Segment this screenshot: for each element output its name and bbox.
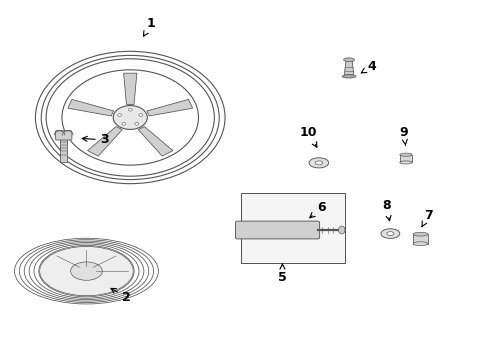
- Polygon shape: [399, 155, 411, 162]
- Ellipse shape: [139, 114, 142, 117]
- Polygon shape: [68, 99, 113, 116]
- Ellipse shape: [412, 242, 427, 246]
- Bar: [240, 193, 345, 263]
- Ellipse shape: [122, 122, 125, 125]
- Polygon shape: [60, 139, 67, 162]
- Ellipse shape: [342, 75, 355, 78]
- Text: 5: 5: [278, 264, 286, 284]
- Ellipse shape: [399, 153, 411, 156]
- Text: 9: 9: [399, 126, 407, 145]
- Ellipse shape: [308, 158, 328, 168]
- Text: 4: 4: [361, 60, 375, 73]
- Ellipse shape: [380, 229, 399, 238]
- Ellipse shape: [135, 122, 139, 125]
- Text: 7: 7: [421, 208, 432, 227]
- Polygon shape: [146, 99, 192, 116]
- Ellipse shape: [40, 247, 133, 296]
- Ellipse shape: [338, 226, 344, 234]
- Ellipse shape: [118, 114, 122, 117]
- Polygon shape: [87, 126, 122, 156]
- Text: 8: 8: [382, 199, 390, 221]
- Ellipse shape: [343, 58, 354, 62]
- Polygon shape: [412, 234, 427, 244]
- Ellipse shape: [399, 161, 411, 164]
- Ellipse shape: [315, 161, 322, 165]
- Text: 1: 1: [143, 17, 155, 36]
- Text: 10: 10: [299, 126, 317, 147]
- Text: 2: 2: [111, 288, 131, 304]
- FancyBboxPatch shape: [235, 221, 319, 239]
- Polygon shape: [344, 60, 353, 76]
- Ellipse shape: [412, 232, 427, 236]
- Ellipse shape: [386, 232, 393, 235]
- Ellipse shape: [113, 105, 147, 129]
- Text: 6: 6: [309, 201, 325, 218]
- FancyBboxPatch shape: [55, 131, 72, 140]
- Text: 3: 3: [82, 134, 109, 147]
- Polygon shape: [123, 73, 137, 104]
- Polygon shape: [138, 126, 173, 156]
- Ellipse shape: [128, 108, 132, 111]
- Ellipse shape: [70, 262, 102, 280]
